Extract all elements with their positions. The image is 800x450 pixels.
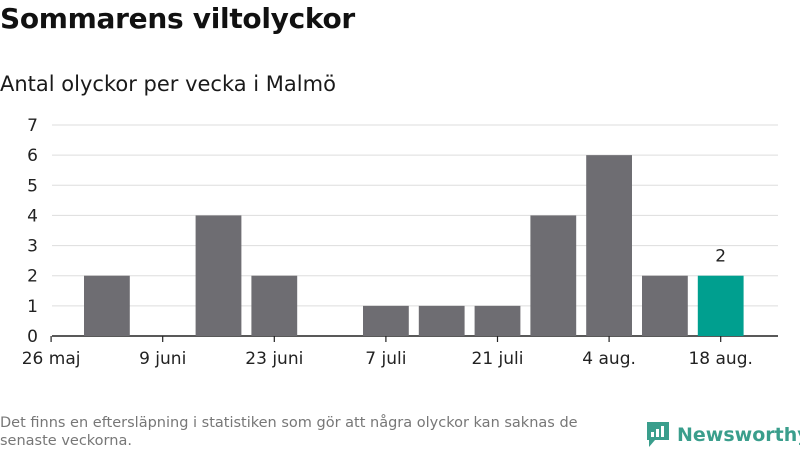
y-tick-label: 5	[27, 176, 38, 196]
chart-subtitle: Antal olyckor per vecka i Malmö	[0, 72, 336, 96]
brand-logo: Newsworthy	[645, 420, 800, 450]
newsworthy-logo-icon	[647, 422, 669, 447]
y-tick-label: 1	[27, 297, 38, 317]
x-axis-ticks: 26 maj 9 juni 23 juni 7 juli 21 juli 4 aug. 18…	[22, 336, 753, 369]
x-tick-label: 4 aug.	[582, 349, 636, 369]
y-tick-label: 3	[27, 237, 38, 257]
y-tick-label: 7	[27, 116, 38, 136]
bar	[642, 275, 688, 336]
y-tick-label: 6	[27, 146, 38, 166]
bar	[474, 305, 521, 336]
y-tick-label: 4	[27, 206, 38, 226]
data-labels: 2	[715, 247, 726, 267]
x-tick-label: 21 juli	[472, 349, 524, 369]
x-tick-label: 18 aug.	[688, 349, 752, 369]
y-axis-ticks: 0 1 2 3 4 5 6 7	[27, 116, 38, 347]
bar	[697, 275, 744, 336]
footnote: Det finns en eftersläpning i statistiken…	[0, 415, 578, 449]
bar-chart: 0 1 2 3 4 5 6 7 2 26 maj 9 juni 23 juni 7 juli 21 j…	[22, 116, 778, 369]
bar	[530, 215, 577, 336]
x-tick-label: 26 maj	[22, 349, 81, 369]
bar	[84, 275, 130, 336]
bar	[195, 215, 242, 336]
x-tick-label: 23 juni	[245, 349, 303, 369]
brand-name: Newsworthy	[677, 424, 800, 446]
x-tick-label: 9 juni	[139, 349, 186, 369]
bar	[363, 305, 409, 336]
x-tick-label: 7 juli	[365, 349, 406, 369]
bars	[84, 155, 744, 336]
y-tick-label: 0	[27, 327, 38, 347]
bar	[586, 155, 632, 336]
bar	[418, 305, 465, 336]
bar	[251, 275, 298, 336]
chart-title: Sommarens viltolyckor	[0, 2, 355, 35]
data-label: 2	[715, 247, 726, 267]
y-tick-label: 2	[27, 267, 38, 287]
grid-lines	[52, 124, 778, 337]
